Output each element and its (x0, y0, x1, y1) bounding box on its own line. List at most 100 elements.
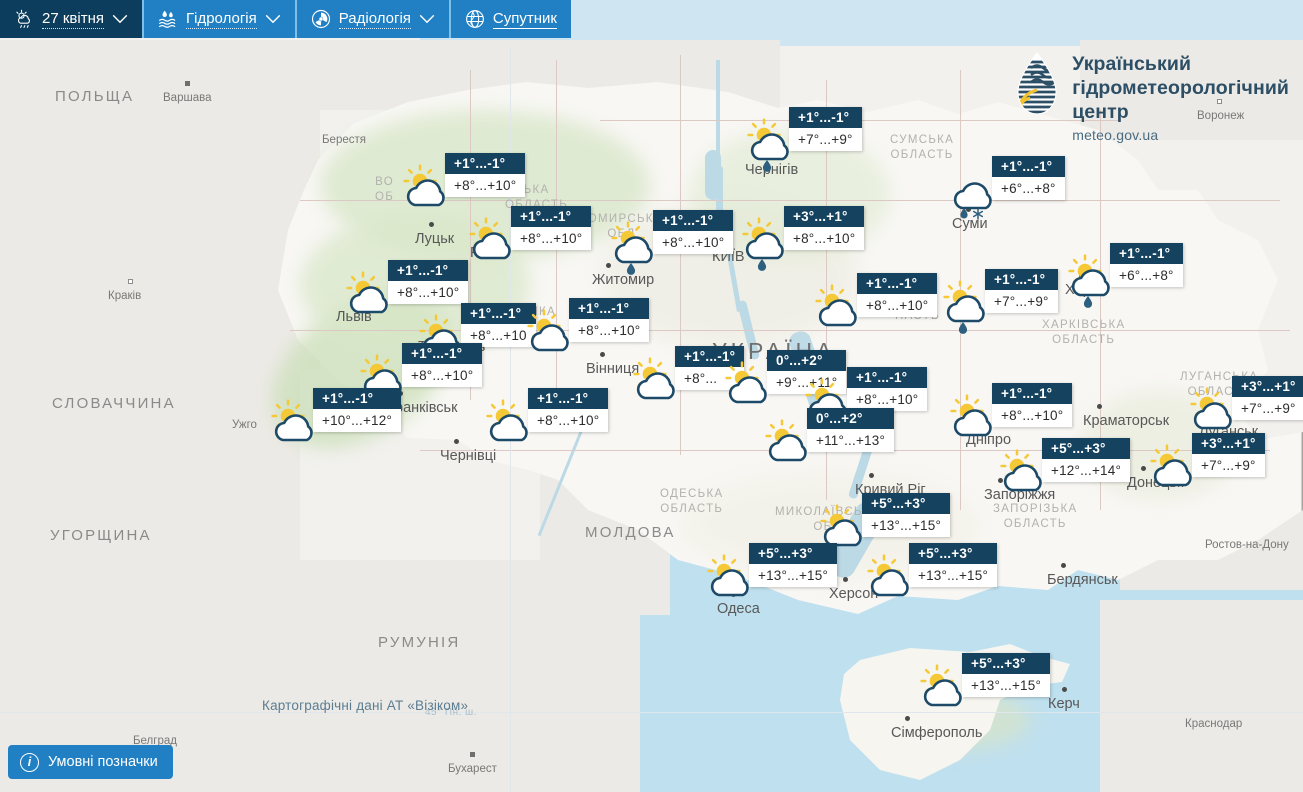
day-temperature: +8°...+10 (461, 324, 536, 347)
chevron-down-icon (265, 15, 280, 24)
weather-icon-sun-cloud (945, 394, 1007, 439)
day-temperature: +8°...+10° (857, 294, 938, 317)
rain-drop-icon (626, 263, 636, 275)
graticule-h (0, 712, 1303, 713)
weather-station-donetsk[interactable]: +3°...+1° +7°...+9° (1145, 433, 1265, 489)
weather-icon-sun-cloud (1145, 444, 1207, 489)
weather-station-ivframk[interactable]: +1°...-1° +8°...+10° (355, 343, 483, 399)
weather-station-simferopol[interactable]: +5°...+3° +13°...+15° (915, 653, 1051, 709)
legend-button[interactable]: i Умовні позначки (8, 745, 173, 779)
weather-station-ternopil[interactable]: +1°...-1° +8°...+10 (414, 303, 536, 359)
weather-station-zaporizhzhia[interactable]: +5°...+3° +12°...+14° (995, 438, 1131, 494)
day-temperature: +10°...+12° (313, 409, 402, 432)
land-slovakia-hungary (0, 360, 300, 580)
weather-station-kirovohrad[interactable]: 0°...+2° +11°...+13° (760, 408, 895, 464)
tab-супутник[interactable]: Супутник (448, 0, 571, 38)
weather-station-mykolaiv[interactable]: +5°...+3° +13°...+15° (815, 493, 951, 549)
weather-station-kremenchuk[interactable]: +1°...-1° +8°...+10° (800, 367, 928, 423)
night-temperature: +1°...-1° (445, 153, 526, 174)
weather-station-rivne[interactable]: +1°...-1° +8°...+10° (464, 206, 592, 262)
city-marker (869, 473, 874, 478)
night-temperature: +1°...-1° (569, 298, 650, 319)
city-marker (843, 577, 848, 582)
weather-station-odesa[interactable]: +5°...+3° +13°...+15° (702, 543, 838, 599)
oblast-line-4 (826, 80, 827, 500)
weather-station-khmelnytsk[interactable]: +1°...-1° +8°...+10° (522, 298, 650, 354)
cloud-icon (1153, 459, 1192, 487)
weather-station-sumy[interactable]: +1°...-1° +6°...+8° (945, 156, 1065, 220)
night-temperature: +1°...-1° (789, 107, 862, 128)
weather-station-kharkiv-n[interactable]: +1°...-1° +6°...+8° (1063, 243, 1183, 308)
weather-icon-sun-cloud (995, 449, 1057, 494)
day-temperature: +8°...+10° (388, 281, 469, 304)
temperature-badge: 0°...+2° +11°...+13° (807, 408, 895, 452)
city-marker (905, 716, 910, 721)
weather-station-uzhhorod[interactable]: +1°...-1° +10°...+12° (266, 388, 402, 444)
weather-station-poltava[interactable]: +1°...-1° +8°...+10° (810, 273, 938, 329)
weather-station-zhytomyr[interactable]: +1°...-1° +8°...+10° (606, 210, 734, 275)
oblast-line-6 (1100, 110, 1101, 510)
logo-site-url: meteo.gov.ua (1072, 127, 1159, 143)
day-temperature: +8°...+10° (784, 227, 865, 250)
weather-icon-sun-cloud (398, 164, 460, 209)
cloud-icon (768, 434, 807, 462)
weather-station-volyn[interactable]: +1°...-1° +8°...+10° (398, 153, 526, 209)
temperature-badge: +1°...-1° +8°...+10° (992, 383, 1073, 427)
tab-гідрологія[interactable]: Гідрологія (142, 0, 295, 38)
cloud-icon (728, 376, 767, 404)
temperature-badge: 0°...+2° +9°...+11° (767, 350, 847, 394)
temperature-badge: +5°...+3° +13°...+15° (909, 543, 998, 587)
temperature-badge: +5°...+3° +13°...+15° (749, 543, 838, 587)
night-temperature: +1°...-1° (402, 343, 483, 364)
day-temperature: +7°...+9° (1192, 454, 1265, 477)
weather-station-chernihiv[interactable]: +1°...-1° +7°...+9° (742, 107, 862, 172)
weather-station-cherkasy[interactable]: 0°...+2° +9°...+11° (720, 350, 847, 406)
weather-icon-sun-cloud-rain (737, 217, 799, 271)
day-temperature: +8°...+10° (402, 364, 483, 387)
night-temperature: +1°...-1° (1110, 243, 1183, 264)
weather-station-kherson[interactable]: +5°...+3° +13°...+15° (862, 543, 998, 599)
city-marker (429, 222, 434, 227)
weather-icon-sun-cloud (266, 399, 328, 444)
city-marker (470, 752, 475, 757)
city-marker (1061, 563, 1066, 568)
night-temperature: +1°...-1° (847, 367, 928, 388)
tab-радіологія[interactable]: Радіологія (294, 0, 449, 38)
weather-station-luhansk[interactable]: +3°...+1° +7°...+9° (1185, 376, 1303, 432)
weather-station-dnipro[interactable]: +1°...-1° +8°...+10° (945, 383, 1073, 439)
temperature-badge: +1°...-1° +6°...+8° (992, 156, 1065, 200)
day-temperature: +7°...+9° (789, 128, 862, 151)
oblast-line-8 (290, 330, 1290, 331)
cloud-icon (530, 324, 569, 352)
cloud-icon (923, 679, 962, 707)
weather-icon-sun-cloud (810, 284, 872, 329)
city-marker (600, 352, 605, 357)
temperature-badge: +3°...+1° +8°...+10° (784, 206, 865, 250)
temperature-badge: +1°...-1° +6°...+8° (1110, 243, 1183, 287)
day-temperature: +8°...+10° (569, 319, 650, 342)
weather-station-chernivtsi[interactable]: +1°...-1° +8°...+10° (481, 388, 609, 444)
weather-station-lviv[interactable]: +1°...-1° +8°...+10° (341, 260, 469, 316)
cloud-icon (1071, 269, 1110, 297)
weather-station-kyiv[interactable]: +3°...+1° +8°...+10° (737, 206, 865, 271)
night-temperature: +3°...+1° (784, 206, 865, 227)
weather-icon-sun-cloud (481, 399, 543, 444)
weather-station-kharkiv-w[interactable]: +1°...-1° +7°...+9° (938, 269, 1058, 334)
tab-27-квітня[interactable]: 27 квітня (0, 0, 142, 38)
globe-icon (465, 10, 484, 28)
top-navigation[interactable]: 27 квітня Гідрологія Радіологія (0, 0, 571, 38)
night-temperature: +1°...-1° (985, 269, 1058, 290)
tab-label: 27 квітня (42, 9, 104, 29)
day-temperature: +13°...+15° (862, 514, 951, 537)
site-logo[interactable]: Український гідрометеорологічний центр m… (1015, 52, 1289, 143)
temperature-badge: +1°...-1° +8°...+10° (847, 367, 928, 411)
temperature-badge: +5°...+3° +13°...+15° (862, 493, 951, 537)
weather-station-vinnytsia[interactable]: +1°...-1° +8°... (628, 346, 745, 402)
temperature-badge: +3°...+1° +7°...+9° (1232, 376, 1303, 420)
day-temperature: +6°...+8° (992, 177, 1065, 200)
rain-drop-icon (762, 160, 772, 172)
water-waves-icon (159, 10, 176, 28)
city-marker (1217, 99, 1222, 104)
tab-label: Супутник (492, 9, 557, 29)
